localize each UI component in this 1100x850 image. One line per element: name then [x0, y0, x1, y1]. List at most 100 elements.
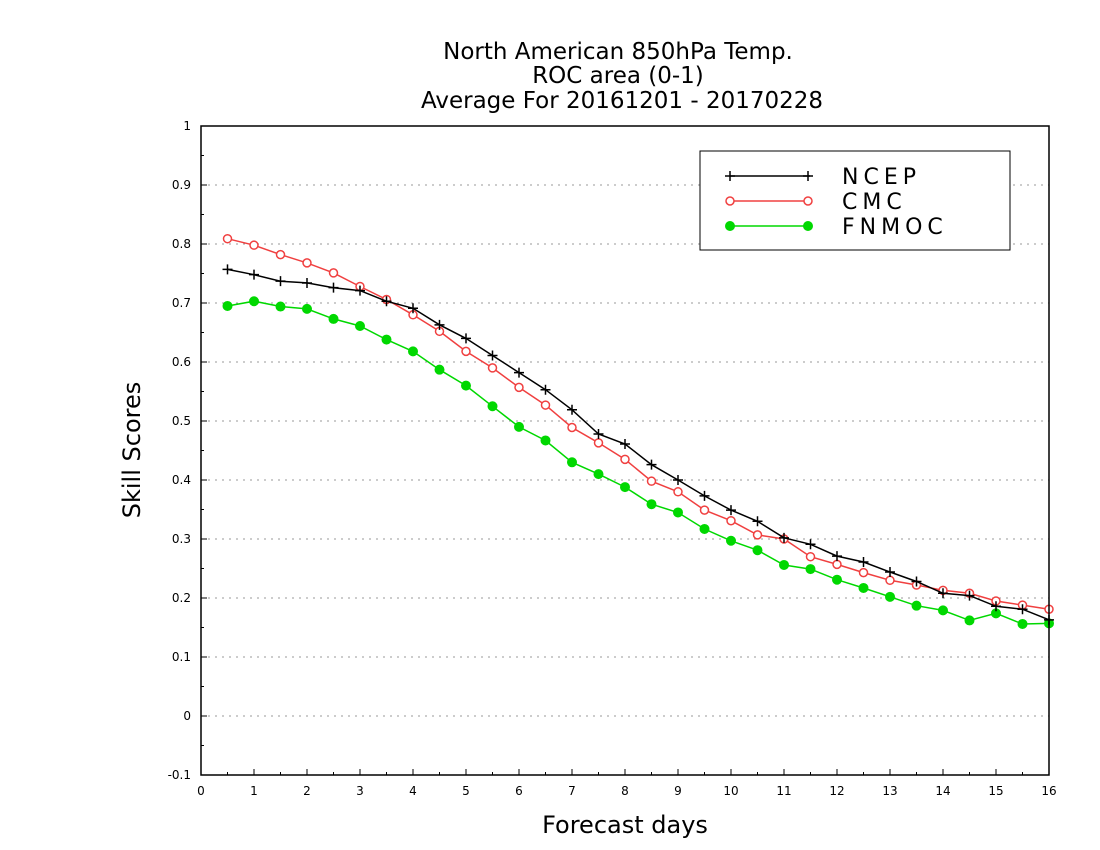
plus-marker: [964, 590, 975, 601]
legend-entry-fnmoc: FNMOC: [725, 215, 943, 240]
plus-marker: [725, 171, 735, 181]
legend-label: NCEP: [842, 165, 921, 190]
filled-circle-marker: [858, 582, 869, 593]
x-tick-label: 11: [776, 784, 791, 798]
filled-circle-marker: [408, 346, 418, 357]
open-circle-marker: [699, 505, 710, 515]
plus-marker: [1017, 604, 1028, 615]
y-tick-label: 0: [183, 709, 191, 723]
plus-marker: [355, 285, 365, 296]
series-line: [227, 300, 1050, 625]
chart-title-line-2: ROC area (0-1): [532, 63, 704, 89]
series-cmc: [222, 233, 1054, 614]
plus-marker: [991, 601, 1001, 612]
open-circle-marker: [646, 476, 657, 486]
open-circle-marker: [885, 575, 895, 586]
y-tick-label: 0.3: [172, 532, 191, 546]
plus-marker: [540, 384, 551, 395]
filled-circle-marker: [803, 221, 813, 231]
legend-entry-cmc: CMC: [725, 190, 907, 215]
filled-circle-marker: [699, 523, 710, 534]
plus-marker: [328, 282, 339, 293]
plus-marker: [805, 539, 816, 550]
x-tick-label: 16: [1041, 784, 1056, 798]
series-ncep: [222, 264, 1054, 625]
y-axis-label: Skill Scores: [118, 382, 146, 519]
plus-marker: [567, 404, 577, 415]
plus-marker: [699, 490, 710, 501]
plus-marker: [302, 277, 312, 288]
x-tick-label: 7: [568, 784, 576, 798]
filled-circle-marker: [938, 605, 948, 616]
plus-marker: [249, 269, 259, 280]
filled-circle-marker: [726, 535, 736, 546]
chart-title-line-1: North American 850hPa Temp.: [443, 39, 793, 65]
filled-circle-marker: [222, 300, 233, 311]
y-tick-label: 0.2: [172, 591, 191, 605]
open-circle-marker: [725, 196, 735, 206]
plus-marker: [911, 576, 922, 587]
plus-marker: [726, 505, 736, 516]
open-circle-marker: [726, 515, 736, 526]
filled-circle-marker: [434, 364, 445, 375]
filled-circle-marker: [805, 564, 816, 575]
plus-marker: [514, 367, 524, 378]
open-circle-marker: [222, 233, 233, 244]
open-circle-marker: [275, 249, 286, 260]
plus-marker: [620, 439, 630, 450]
open-circle-marker: [805, 551, 816, 562]
filled-circle-marker: [1017, 618, 1028, 629]
y-tick-label: 0.4: [172, 473, 191, 487]
x-tick-label: 9: [674, 784, 682, 798]
open-circle-marker: [673, 487, 683, 497]
y-tick-label: 0.5: [172, 414, 191, 428]
x-tick-label: 8: [621, 784, 629, 798]
plus-marker: [752, 516, 763, 527]
filled-circle-marker: [275, 301, 286, 312]
x-tick-label: 6: [515, 784, 523, 798]
series-fnmoc: [222, 296, 1054, 629]
legend-label: CMC: [842, 190, 907, 215]
plus-marker: [593, 428, 604, 439]
y-tick-label: 0.8: [172, 237, 191, 251]
x-tick-label: 0: [197, 784, 205, 798]
filled-circle-marker: [249, 296, 259, 307]
filled-circle-marker: [355, 321, 365, 332]
filled-circle-marker: [514, 421, 524, 432]
filled-circle-marker: [620, 482, 630, 493]
x-axis-label: Forecast days: [542, 811, 708, 839]
y-tick-label: 0.6: [172, 355, 191, 369]
plus-marker: [858, 557, 869, 568]
series-layer: [222, 233, 1054, 629]
plus-marker: [408, 303, 418, 314]
filled-circle-marker: [832, 574, 842, 585]
filled-circle-marker: [302, 303, 312, 314]
x-tick-label: 4: [409, 784, 417, 798]
y-tick-label: 0.7: [172, 296, 191, 310]
x-tick-label: 1: [250, 784, 258, 798]
plus-marker: [434, 319, 445, 330]
open-circle-marker: [858, 567, 869, 578]
plus-marker: [938, 588, 948, 599]
open-circle-marker: [832, 559, 842, 570]
filled-circle-marker: [673, 507, 683, 518]
filled-circle-marker: [964, 615, 975, 626]
chart-title: North American 850hPa Temp. ROC area (0-…: [421, 39, 823, 114]
plus-marker: [381, 296, 392, 307]
x-tick-label: 12: [829, 784, 844, 798]
series-line: [227, 237, 1050, 610]
filled-circle-marker: [487, 401, 498, 412]
x-tick-label: 5: [462, 784, 470, 798]
filled-circle-marker: [593, 469, 604, 480]
open-circle-marker: [620, 454, 630, 465]
plus-marker: [275, 276, 286, 287]
plus-marker: [832, 551, 842, 562]
x-tick-label: 15: [988, 784, 1003, 798]
plus-marker: [779, 532, 789, 543]
filled-circle-marker: [567, 457, 577, 468]
filled-circle-marker: [911, 600, 922, 611]
y-tick-label: 0.1: [172, 650, 191, 664]
chart-title-line-3: Average For 20161201 - 20170228: [421, 88, 823, 114]
plus-marker: [673, 475, 683, 485]
